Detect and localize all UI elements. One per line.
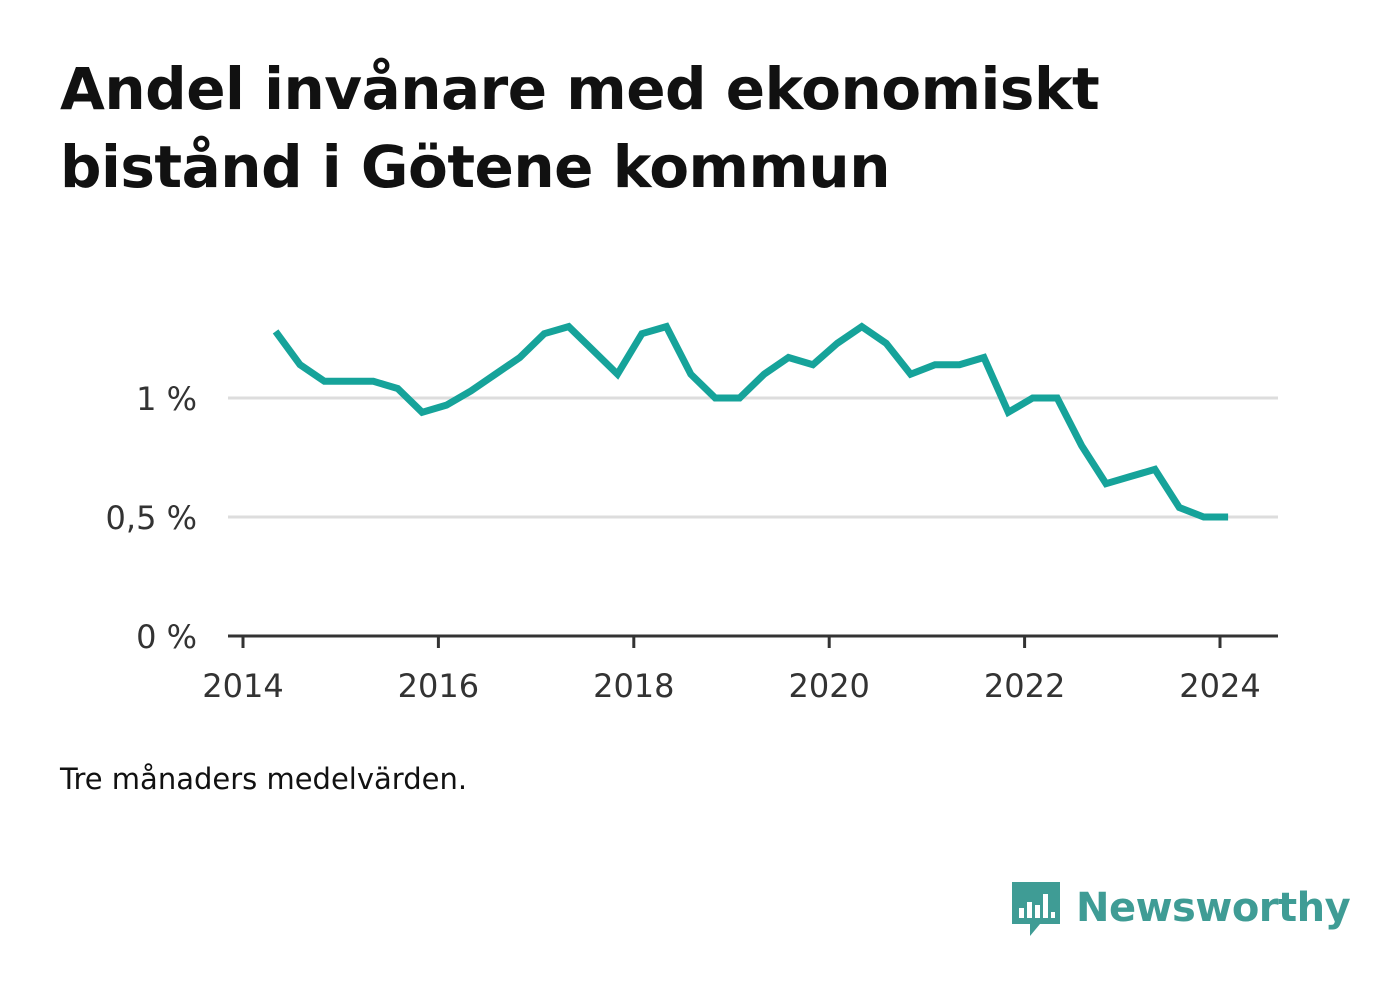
chart-title: Andel invånare med ekonomiskt bistånd i … — [60, 55, 1100, 201]
x-tick-label: 2014 — [202, 667, 283, 705]
x-axis: 2014 2016 2018 2020 2022 2024 — [202, 634, 1278, 705]
brand-logo[interactable]: Newsworthy — [1010, 878, 1351, 938]
y-axis: 0 % 0,5 % 1 % — [106, 380, 197, 656]
x-tick-label: 2022 — [984, 667, 1065, 705]
series-line — [272, 322, 1229, 521]
series-layer — [272, 322, 1229, 521]
x-tick-label: 2018 — [593, 667, 674, 705]
brand-name: Newsworthy — [1076, 885, 1351, 931]
y-tick-label: 0,5 % — [106, 499, 197, 537]
footnote: Tre månaders medelvärden. — [60, 762, 468, 796]
y-tick-label: 1 % — [136, 380, 197, 418]
line-chart: 0 % 0,5 % 1 % 2014 2016 2018 2020 2022 2024 — [106, 322, 1278, 705]
y-tick-label: 0 % — [136, 618, 197, 656]
x-tick-label: 2020 — [788, 667, 869, 705]
newsworthy-logo-icon — [1012, 882, 1060, 936]
gridlines — [228, 396, 1278, 519]
x-tick-label: 2024 — [1179, 667, 1260, 705]
x-tick-label: 2016 — [398, 667, 479, 705]
